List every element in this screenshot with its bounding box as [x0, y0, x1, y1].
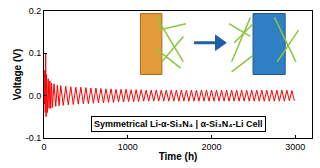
svg-text:2000: 2000: [201, 142, 221, 152]
svg-text:Voltage (V): Voltage (V): [12, 49, 23, 100]
svg-text:0.2: 0.2: [29, 6, 42, 16]
svg-text:0: 0: [41, 142, 46, 152]
svg-text:0.1: 0.1: [29, 48, 42, 58]
svg-text:-0.1: -0.1: [26, 133, 42, 143]
svg-text:Symmetrical Li-α-Si₃N₄ | α-Si₃: Symmetrical Li-α-Si₃N₄ | α-Si₃N₄-Li Cell: [94, 119, 263, 129]
svg-text:1000: 1000: [118, 142, 138, 152]
svg-text:Time (h): Time (h): [159, 151, 198, 162]
svg-text:0.0: 0.0: [29, 91, 42, 101]
svg-text:3000: 3000: [285, 142, 305, 152]
